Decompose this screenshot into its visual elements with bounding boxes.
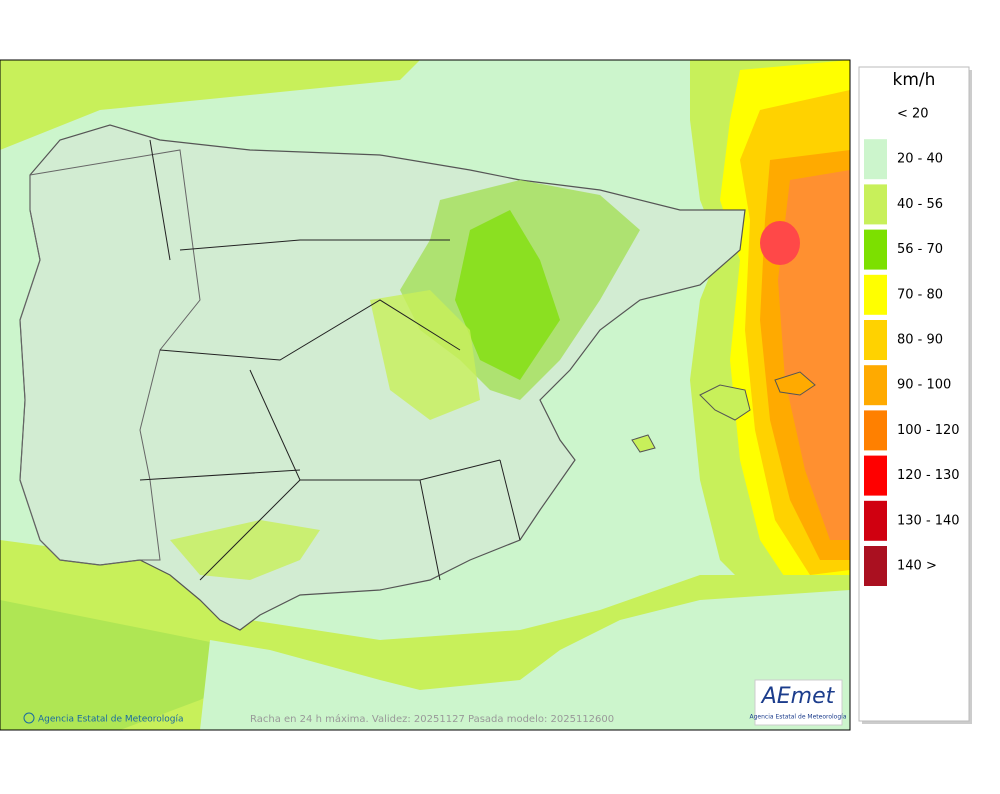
copyright-icon: [23, 712, 35, 724]
legend-swatch: [864, 365, 887, 406]
border: [19, 149, 201, 566]
legend-label: 80 - 90: [897, 333, 943, 348]
legend-swatch: [864, 410, 887, 451]
credit: Agencia Estatal de Meteorología: [38, 715, 184, 725]
legend-label: 130 - 140: [897, 513, 960, 528]
legend-swatch: [864, 139, 887, 180]
legend-label: < 20: [897, 107, 929, 122]
wind-zone: [0, 600, 260, 730]
island: [774, 371, 816, 396]
legend-label: 40 - 56: [897, 197, 943, 212]
legend-swatch: [864, 500, 887, 541]
logo-wordmark: AEmet: [760, 684, 836, 709]
legend-label: 140 >: [897, 559, 937, 574]
caption: Racha en 24 h máxima. Validez: 20251127 …: [250, 713, 614, 725]
legend-label: 70 - 80: [897, 287, 943, 302]
legend-label: 120 - 130: [897, 468, 960, 483]
island: [699, 384, 751, 421]
wind-zone: [455, 210, 560, 380]
legend-swatch: [864, 184, 887, 225]
wind-zone: [170, 520, 320, 580]
wind-zone: [778, 170, 850, 540]
wind-zone: [760, 221, 800, 265]
wind-zone: [370, 290, 480, 420]
legend-swatch: [864, 546, 887, 586]
logo-subtitle: Agencia Estatal de Meteorología: [750, 714, 847, 721]
legend-label: 20 - 40: [897, 152, 943, 167]
logo-box: [754, 679, 843, 726]
island: [631, 434, 656, 453]
legend-swatch: [864, 320, 887, 360]
legend-label: 100 - 120: [897, 423, 960, 438]
wind-zone: [0, 60, 420, 150]
map-frame: [0, 59, 851, 731]
legend-swatch: [864, 455, 887, 496]
region-borders: [139, 139, 521, 581]
land-africa: [200, 590, 850, 730]
legend-label: 56 - 70: [897, 242, 943, 257]
legend-swatch: [864, 229, 887, 270]
legend-unit: km/h: [893, 70, 936, 90]
legend-label: 90 - 100: [897, 378, 951, 393]
legend: km/h < 20 20 - 40 40 - 56 56 - 70 70 - 80 80 …: [858, 66, 972, 724]
legend-swatch: [864, 274, 887, 315]
map: Agencia Estatal de Meteorología Racha en…: [0, 59, 851, 731]
